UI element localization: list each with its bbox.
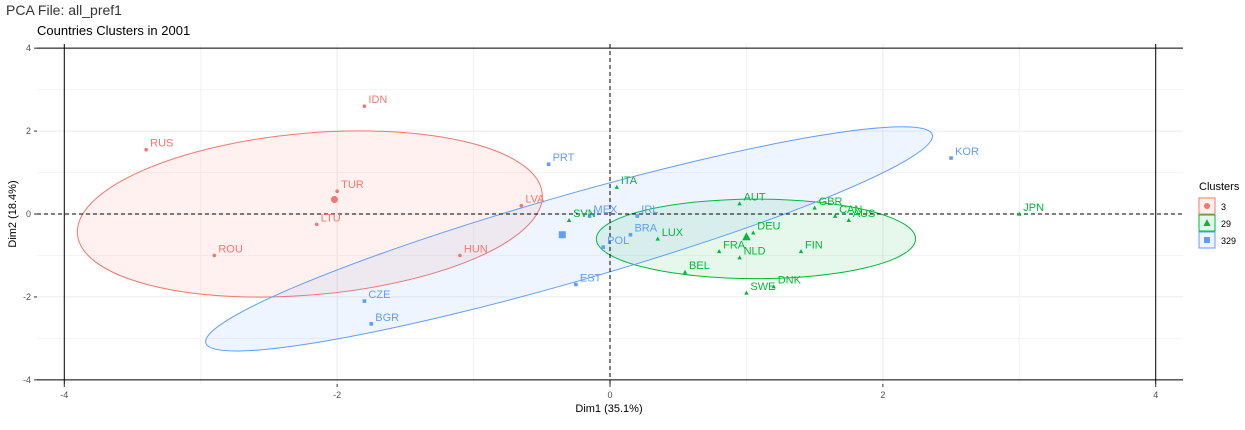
point-label-ita: ITA bbox=[621, 175, 638, 187]
point-svn bbox=[566, 217, 572, 223]
point-mex bbox=[587, 214, 592, 218]
y-tick-label: 4 bbox=[26, 43, 31, 53]
point-lux bbox=[655, 236, 660, 241]
x-axis-label: Dim1 (35.1%) bbox=[575, 403, 642, 415]
point-label-kor: KOR bbox=[955, 146, 979, 158]
y-tick-label: 0 bbox=[26, 209, 31, 219]
legend-label-29: 29 bbox=[1221, 219, 1231, 229]
y-tick-label: 2 bbox=[26, 126, 31, 136]
y-tick-label: -4 bbox=[23, 375, 31, 385]
point-label-ltu: LTU bbox=[321, 212, 341, 224]
point-est bbox=[574, 282, 578, 287]
y-tick-label: -2 bbox=[23, 292, 31, 302]
point-label-aus: AUS bbox=[853, 208, 876, 220]
x-tick-label: 0 bbox=[607, 390, 612, 400]
point-label-mex: MEX bbox=[594, 204, 619, 216]
point-bgr bbox=[369, 322, 374, 326]
point-gbr bbox=[812, 205, 817, 210]
y-axis-label: Dim2 (18.4%) bbox=[7, 180, 19, 247]
legend-label-3: 3 bbox=[1221, 202, 1226, 212]
point-label-idn: IDN bbox=[368, 94, 387, 106]
point-tur bbox=[335, 189, 339, 193]
point-label-gbr: GBR bbox=[819, 196, 843, 208]
point-jpn bbox=[1017, 211, 1022, 216]
centroid-329 bbox=[558, 231, 566, 239]
point-hun bbox=[458, 253, 462, 258]
point-fra bbox=[716, 248, 722, 254]
cluster-ellipses bbox=[76, 126, 934, 352]
point-label-est: EST bbox=[580, 272, 602, 284]
axes: -4 -2 0 2 4 -4 -2 0 2 4 bbox=[23, 43, 1183, 400]
legend-marker-329 bbox=[1204, 237, 1210, 243]
point-label-cze: CZE bbox=[368, 289, 390, 301]
point-label-fin: FIN bbox=[805, 239, 823, 251]
point-idn bbox=[362, 104, 367, 108]
cluster-ellipse-29 bbox=[595, 198, 917, 280]
point-label-bra: BRA bbox=[634, 223, 657, 235]
point-label-lux: LUX bbox=[662, 227, 684, 239]
point-label-pol: POL bbox=[607, 235, 629, 247]
legend-marker-3 bbox=[1204, 203, 1210, 209]
point-bel bbox=[682, 269, 688, 274]
point-rus bbox=[144, 147, 148, 152]
point-label-prt: PRT bbox=[553, 152, 575, 164]
centroid-3 bbox=[330, 195, 338, 203]
point-label-rou: ROU bbox=[218, 243, 243, 255]
point-swe bbox=[744, 290, 749, 295]
cluster-ellipse-3 bbox=[76, 130, 543, 298]
data-points bbox=[144, 104, 1022, 326]
page-title: PCA File: all_pref1 bbox=[6, 2, 122, 18]
point-label-rus: RUS bbox=[150, 138, 173, 150]
point-bra bbox=[628, 232, 633, 237]
point-prt bbox=[546, 162, 551, 167]
legend-title: Clusters bbox=[1199, 181, 1240, 193]
point-label-jpn: JPN bbox=[1023, 202, 1044, 214]
point-label-aut: AUT bbox=[744, 192, 766, 204]
point-label-nld: NLD bbox=[744, 246, 766, 258]
point-fin bbox=[798, 248, 804, 254]
point-rou bbox=[212, 253, 217, 258]
point-irl bbox=[635, 214, 640, 218]
point-deu bbox=[751, 230, 756, 235]
x-tick-label: 2 bbox=[880, 390, 885, 400]
point-cze bbox=[362, 299, 367, 303]
point-label-can: CAN bbox=[839, 204, 862, 216]
legend-marker-29 bbox=[1203, 219, 1211, 226]
point-label-swe: SWE bbox=[750, 281, 775, 293]
point-ita bbox=[614, 184, 619, 189]
point-label-bel: BEL bbox=[689, 260, 710, 272]
chart-title: Countries Clusters in 2001 bbox=[37, 23, 190, 38]
point-label-dnk: DNK bbox=[778, 275, 802, 287]
x-tick-label: 4 bbox=[1153, 390, 1158, 400]
point-pol bbox=[601, 245, 605, 249]
point-label-lva: LVA bbox=[525, 194, 545, 206]
point-label-deu: DEU bbox=[757, 221, 780, 233]
legend-label-329: 329 bbox=[1221, 236, 1236, 246]
point-label-hun: HUN bbox=[464, 243, 488, 255]
point-label-svn: SVN bbox=[573, 208, 596, 220]
point-label-fra: FRA bbox=[723, 239, 746, 251]
point-aut bbox=[737, 201, 742, 206]
point-ltu bbox=[314, 222, 319, 227]
point-label-tur: TUR bbox=[341, 179, 364, 191]
point-label-irl: IRL bbox=[641, 204, 658, 216]
point-can bbox=[832, 213, 838, 218]
x-tick-label: -4 bbox=[60, 390, 68, 400]
point-aus bbox=[846, 217, 851, 223]
point-label-bgr: BGR bbox=[375, 312, 399, 324]
centroid-29 bbox=[742, 232, 751, 241]
point-dnk bbox=[771, 284, 776, 289]
point-lva bbox=[519, 203, 524, 208]
point-nld bbox=[737, 255, 742, 260]
cluster-ellipse-329 bbox=[205, 126, 934, 352]
x-tick-label: -2 bbox=[333, 390, 341, 400]
point-kor bbox=[949, 156, 953, 160]
